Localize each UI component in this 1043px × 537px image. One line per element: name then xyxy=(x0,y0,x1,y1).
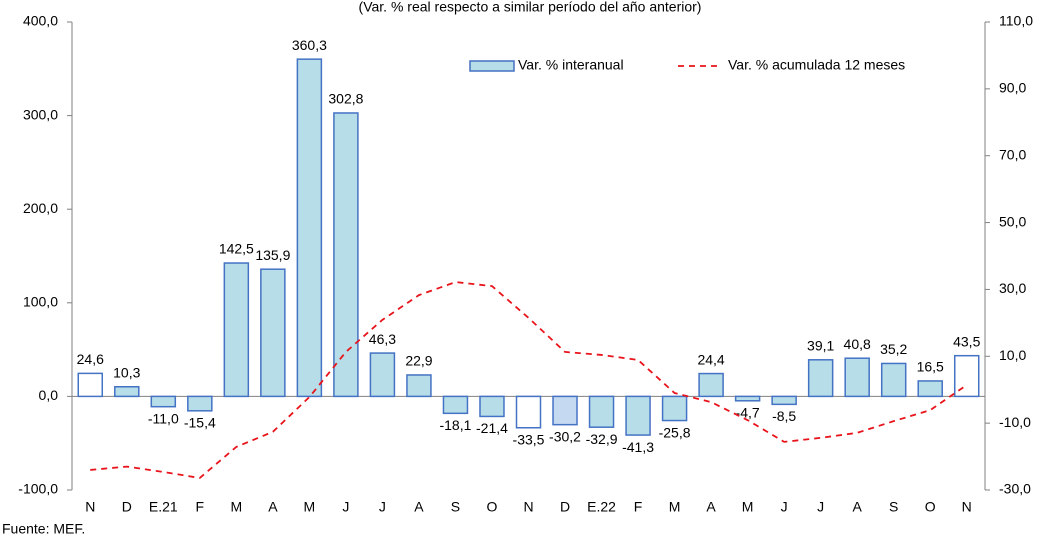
value-label: -11,0 xyxy=(148,410,179,426)
x-tick-label: F xyxy=(634,499,643,515)
x-tick-label: J xyxy=(817,499,824,515)
x-tick-label: A xyxy=(268,499,278,515)
x-tick-label: E.22 xyxy=(587,499,616,515)
x-tick-label: A xyxy=(706,499,716,515)
bar xyxy=(917,380,943,398)
bar xyxy=(588,395,615,428)
bar xyxy=(625,395,651,436)
bar xyxy=(296,58,323,398)
x-tick-label: N xyxy=(962,499,972,515)
value-label: -32,9 xyxy=(586,431,618,447)
bar xyxy=(771,395,797,406)
x-tick-label: O xyxy=(487,499,498,515)
x-tick-label: D xyxy=(122,499,132,515)
bar xyxy=(844,357,870,398)
x-tick-label: M xyxy=(304,499,316,515)
x-tick-label: O xyxy=(925,499,936,515)
value-label: -30,2 xyxy=(549,428,581,444)
y2-tick-label: 50,0 xyxy=(999,213,1026,229)
y-tick-label: 300,0 xyxy=(23,106,58,122)
value-label: -21,4 xyxy=(476,420,508,436)
bar xyxy=(442,395,469,415)
y-tick-label: 100,0 xyxy=(23,294,58,310)
y-tick-label: 200,0 xyxy=(23,200,58,216)
bar xyxy=(807,359,834,398)
bar xyxy=(734,395,761,402)
value-label: 302,8 xyxy=(328,91,363,107)
value-label: 22,9 xyxy=(405,353,432,369)
value-label: 24,4 xyxy=(697,351,724,367)
bar xyxy=(552,395,578,426)
value-label: -4,7 xyxy=(736,405,760,421)
bar xyxy=(187,395,213,412)
value-label: 35,2 xyxy=(880,341,907,357)
value-label: 135,9 xyxy=(255,247,290,263)
chart-title: (Var. % real respecto a similar período … xyxy=(359,0,702,15)
value-label: -18,1 xyxy=(439,417,471,433)
x-tick-label: J xyxy=(342,499,349,515)
value-label: -41,3 xyxy=(622,439,654,455)
x-tick-label: A xyxy=(853,499,863,515)
x-tick-label: N xyxy=(85,499,95,515)
bar xyxy=(880,362,907,398)
value-label: 43,5 xyxy=(953,333,980,349)
value-label: -25,8 xyxy=(659,424,691,440)
line-series xyxy=(90,281,968,479)
value-label: 16,5 xyxy=(917,359,944,375)
x-tick-label: J xyxy=(379,499,386,515)
bar xyxy=(479,395,505,418)
bar xyxy=(661,395,688,422)
y2-tick-label: 30,0 xyxy=(999,280,1026,296)
value-label: 10,3 xyxy=(113,364,140,380)
legend-label: Var. % acumulada 12 meses xyxy=(728,57,905,73)
y2-tick-label: 110,0 xyxy=(999,13,1033,29)
x-tick-label: S xyxy=(451,499,460,515)
value-label: 142,5 xyxy=(219,241,254,257)
x-tick-label: N xyxy=(523,499,533,515)
x-tick-label: M xyxy=(669,499,681,515)
bar xyxy=(406,374,432,398)
bar xyxy=(698,372,724,398)
value-label: -8,5 xyxy=(772,408,796,424)
value-label: 360,3 xyxy=(292,37,327,53)
x-tick-label: S xyxy=(889,499,898,515)
bar xyxy=(223,262,250,398)
legend-swatch xyxy=(469,60,515,72)
bar xyxy=(333,112,359,398)
y2-tick-label: 70,0 xyxy=(999,146,1026,162)
value-label: 46,3 xyxy=(369,331,396,347)
x-tick-label: J xyxy=(781,499,788,515)
value-label: 39,1 xyxy=(807,338,834,354)
y2-tick-label: 10,0 xyxy=(999,347,1026,363)
x-tick-label: F xyxy=(196,499,205,515)
bar xyxy=(369,352,396,398)
value-label: -15,4 xyxy=(184,415,216,431)
y-tick-label: 0,0 xyxy=(39,387,59,403)
y2-tick-label: -10,0 xyxy=(999,414,1031,430)
y2-tick-label: -30,0 xyxy=(999,481,1031,497)
source-note: Fuente: MEF. xyxy=(2,521,85,537)
x-tick-label: M xyxy=(742,499,754,515)
bar xyxy=(77,372,104,398)
value-label: -33,5 xyxy=(513,431,545,447)
x-tick-label: A xyxy=(414,499,424,515)
y-tick-label: -100,0 xyxy=(18,481,58,497)
y2-tick-label: 90,0 xyxy=(999,80,1026,96)
x-tick-label: E.21 xyxy=(149,499,178,515)
value-label: 40,8 xyxy=(844,336,871,352)
value-label: 24,6 xyxy=(77,351,104,367)
bar xyxy=(150,395,177,408)
legend-label: Var. % interanual xyxy=(518,57,624,73)
bar xyxy=(515,395,542,429)
bar xyxy=(260,268,286,398)
bar xyxy=(114,386,140,398)
x-tick-label: D xyxy=(560,499,570,515)
x-tick-label: M xyxy=(231,499,243,515)
y-tick-label: 400,0 xyxy=(23,13,58,29)
